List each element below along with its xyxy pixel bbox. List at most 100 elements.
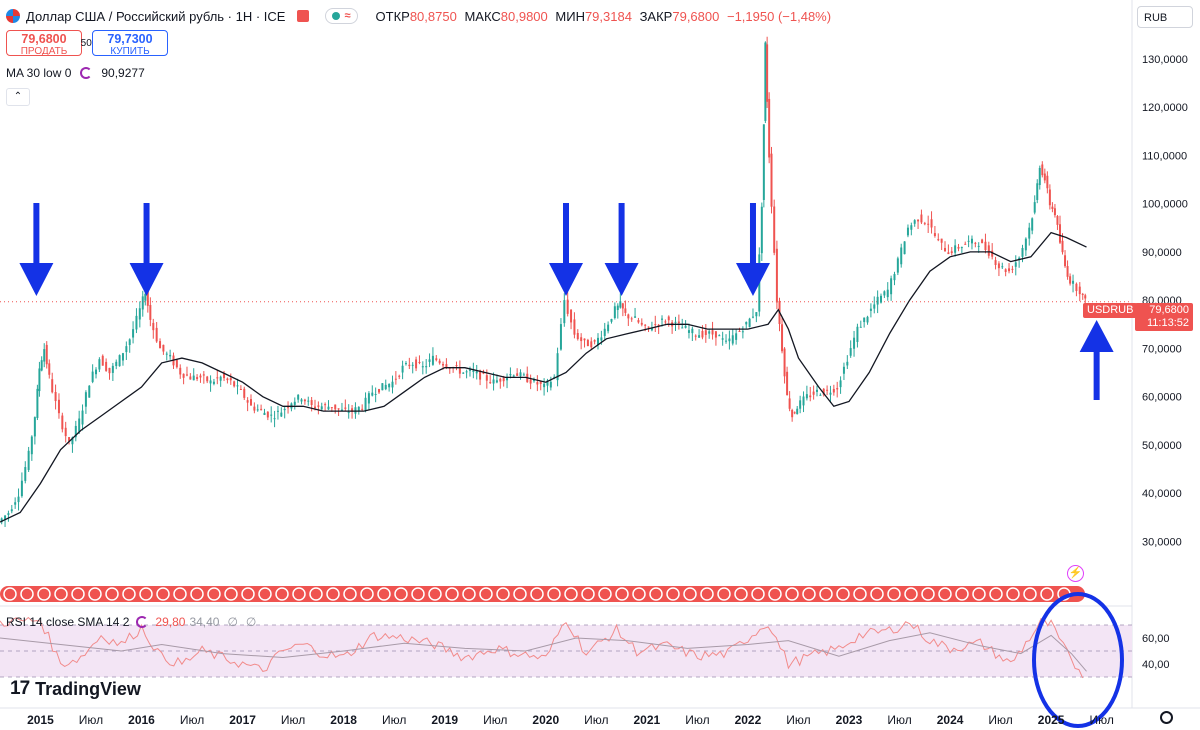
event-marker[interactable] [1040,587,1054,601]
event-marker[interactable] [768,587,782,601]
event-marker[interactable] [377,587,391,601]
buy-button[interactable]: 79,7300 КУПИТЬ [92,30,168,57]
event-marker[interactable] [751,587,765,601]
event-marker[interactable] [989,587,1003,601]
symbol-title[interactable]: Доллар США / Российский рубль · 1Н · ICE [26,8,286,24]
event-marker[interactable] [819,587,833,601]
cycle-icon[interactable] [80,67,93,79]
event-marker[interactable] [54,587,68,601]
event-marker[interactable] [530,587,544,601]
candle-body [192,375,195,381]
event-marker[interactable] [547,587,561,601]
event-marker[interactable] [88,587,102,601]
event-marker[interactable] [513,587,527,601]
event-marker[interactable] [632,587,646,601]
event-marker[interactable] [853,587,867,601]
candle-body [805,394,808,399]
settings-icon[interactable] [1160,711,1173,724]
event-marker[interactable] [666,587,680,601]
flag-icon[interactable] [297,10,310,22]
event-marker[interactable] [258,587,272,601]
ma-label: MA 30 low 0 [6,66,72,80]
event-marker[interactable] [71,587,85,601]
event-marker[interactable] [972,587,986,601]
event-marker[interactable] [105,587,119,601]
event-marker[interactable] [496,587,510,601]
event-marker[interactable] [207,587,221,601]
event-marker[interactable] [734,587,748,601]
event-marker[interactable] [1023,587,1037,601]
event-marker[interactable] [428,587,442,601]
candle-body [603,328,606,336]
candle-body [1041,164,1044,176]
event-marker[interactable] [802,587,816,601]
candle-body [933,233,936,236]
ohlc-open-value: 80,8750 [409,8,457,24]
sell-button[interactable]: 79,6800 ПРОДАТЬ [6,30,82,57]
event-marker[interactable] [785,587,799,601]
event-marker[interactable] [156,587,170,601]
event-marker[interactable] [938,587,952,601]
event-marker[interactable] [955,587,969,601]
candle-body [149,304,152,320]
y-tick-label: 60,0000 [1142,392,1182,404]
event-marker[interactable] [462,587,476,601]
candle-body [256,409,259,411]
event-marker[interactable] [700,587,714,601]
event-marker[interactable] [326,587,340,601]
event-marker[interactable] [564,587,578,601]
candle-body [957,246,960,249]
event-marker[interactable] [1006,587,1020,601]
event-marker[interactable] [904,587,918,601]
event-marker[interactable] [445,587,459,601]
event-marker[interactable] [3,587,17,601]
candle-body [600,337,603,341]
candle-body [714,331,717,338]
event-marker[interactable] [717,587,731,601]
collapse-legend-button[interactable]: ⌃ [6,88,30,106]
event-marker[interactable] [343,587,357,601]
candle-body [36,388,39,418]
rsi-cycle-icon[interactable] [136,616,149,628]
event-marker[interactable] [139,587,153,601]
tradingview-logo[interactable]: 17 TradingView [10,678,141,700]
candle-body [940,238,943,243]
event-marker[interactable] [870,587,884,601]
market-status-pill[interactable]: ≈ [325,8,358,24]
buy-price: 79,7300 [107,32,153,46]
x-tick-label: Июл [584,713,608,727]
event-marker[interactable] [411,587,425,601]
event-marker[interactable] [649,587,663,601]
event-marker[interactable] [360,587,374,601]
event-marker[interactable] [37,587,51,601]
lightning-icon[interactable]: ⚡ [1067,565,1084,582]
event-marker[interactable] [921,587,935,601]
event-marker[interactable] [479,587,493,601]
event-marker[interactable] [598,587,612,601]
candle-body [543,383,546,388]
event-marker[interactable] [122,587,136,601]
event-marker[interactable] [581,587,595,601]
rsi-legend[interactable]: RSI 14 close SMA 14 2 29,80 34,40 ∅ ∅ [6,615,256,629]
candle-body [1058,224,1061,243]
event-marker[interactable] [241,587,255,601]
event-marker[interactable] [887,587,901,601]
event-marker[interactable] [683,587,697,601]
event-marker[interactable] [836,587,850,601]
event-marker[interactable] [20,587,34,601]
event-marker[interactable] [190,587,204,601]
currency-button[interactable]: RUB [1137,6,1193,28]
event-marker[interactable] [309,587,323,601]
event-marker[interactable] [292,587,306,601]
event-marker[interactable] [615,587,629,601]
x-tick-label: Июл [988,713,1012,727]
event-marker[interactable] [173,587,187,601]
event-marker[interactable] [224,587,238,601]
event-marker[interactable] [394,587,408,601]
candle-body [1011,268,1014,270]
event-marker[interactable] [275,587,289,601]
rsi-line [0,616,1084,679]
candle-body [1024,238,1027,251]
ma-legend[interactable]: MA 30 low 0 90,9277 [6,66,145,80]
